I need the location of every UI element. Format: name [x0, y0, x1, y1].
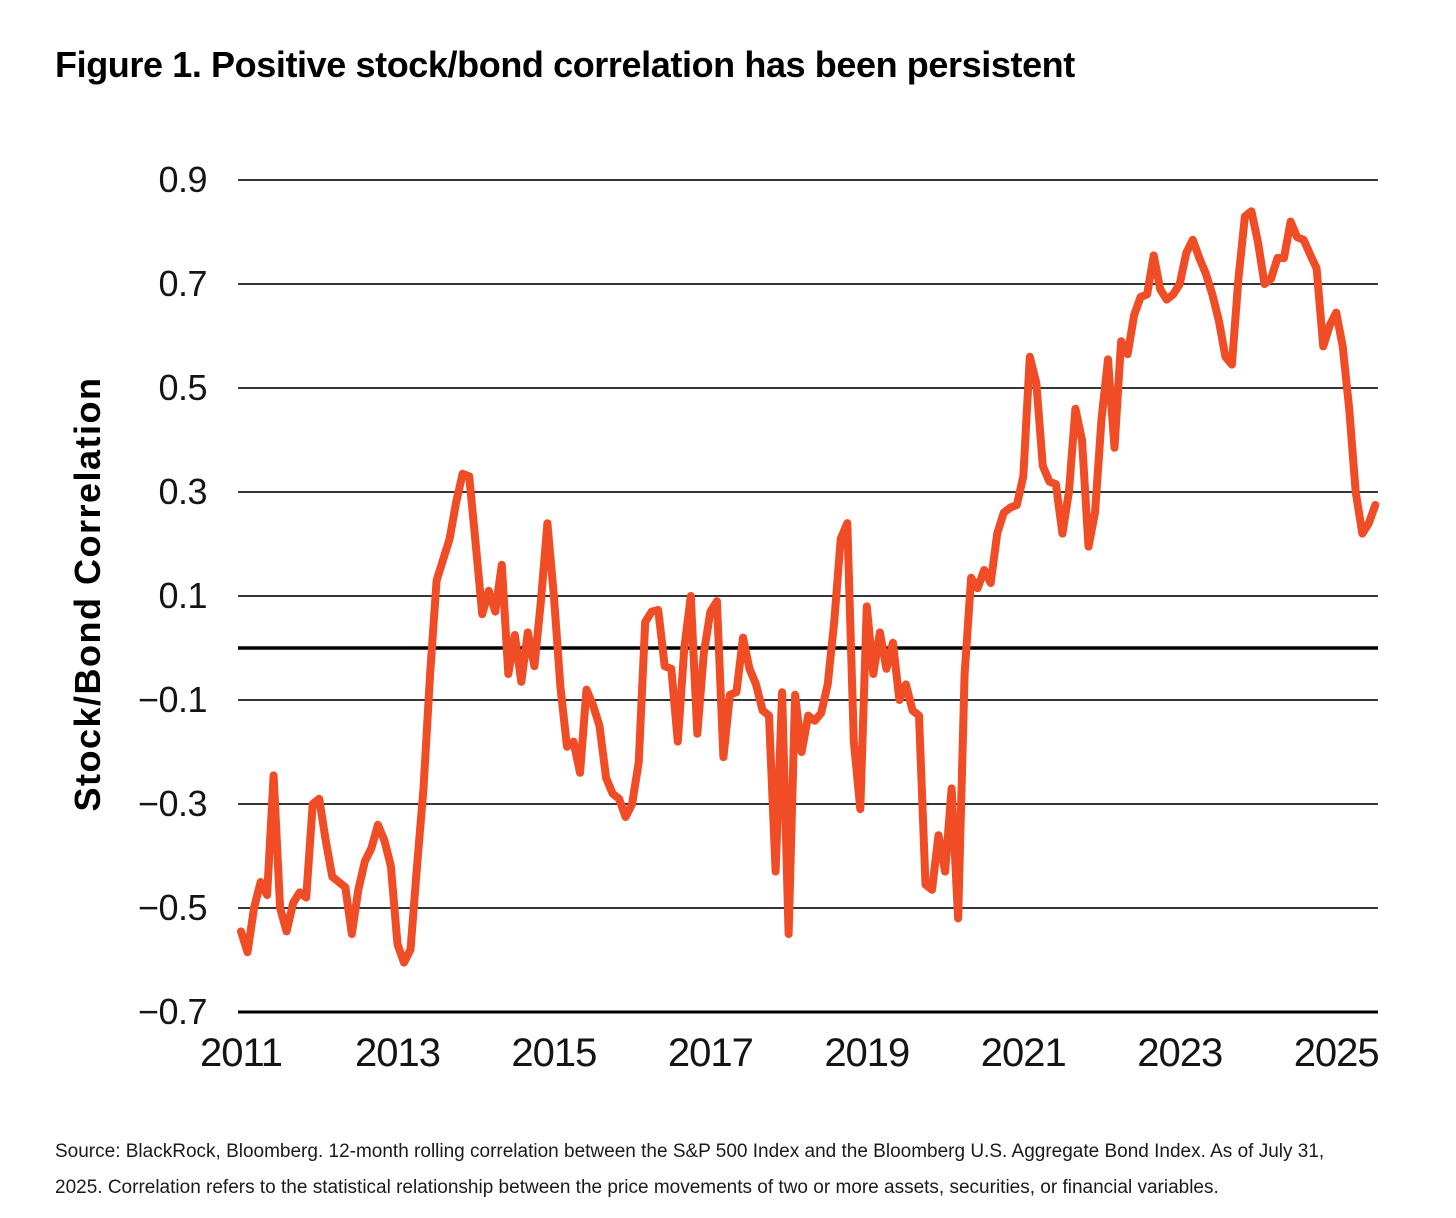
y-tick-label-0.5: 0.5 [158, 367, 207, 408]
y-tick-label--0.5: −0.5 [137, 887, 208, 928]
x-tick-label-2013: 2013 [354, 1031, 441, 1075]
x-tick-label-2021: 2021 [980, 1031, 1067, 1075]
y-tick-label-0.9: 0.9 [158, 159, 207, 200]
y-tick-label--0.3: −0.3 [137, 783, 208, 824]
y-tick-label--0.7: −0.7 [137, 991, 208, 1032]
y-tick-label-0.7: 0.7 [158, 263, 207, 304]
x-tick-label-2019: 2019 [824, 1031, 910, 1075]
x-tick-label-2015: 2015 [511, 1031, 597, 1075]
source-note-line-2: 2025. Correlation refers to the statisti… [55, 1177, 1219, 1198]
x-tick-label-2023: 2023 [1137, 1031, 1223, 1075]
x-tick-label-2017: 2017 [667, 1031, 754, 1075]
x-tick-label-2025: 2025 [1293, 1031, 1380, 1075]
source-note: Source: BlackRock, Bloomberg. 12-month r… [55, 1134, 1395, 1206]
y-tick-label-0.3: 0.3 [158, 471, 207, 512]
source-note-line-1: Source: BlackRock, Bloomberg. 12-month r… [55, 1141, 1325, 1162]
y-tick-label-0.1: 0.1 [158, 575, 207, 616]
correlation-line [237, 207, 1380, 967]
x-tick-label-2011: 2011 [199, 1031, 283, 1075]
figure-title: Figure 1. Positive stock/bond correlatio… [55, 44, 1075, 85]
y-tick-label--0.1: −0.1 [137, 679, 208, 720]
